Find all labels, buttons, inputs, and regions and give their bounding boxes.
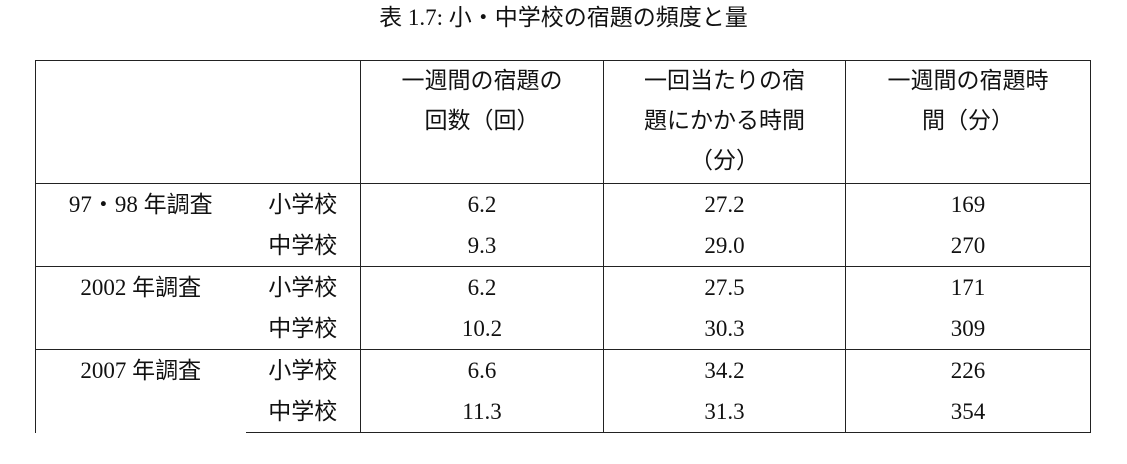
column-header: 一週間の宿題時間（分）	[845, 60, 1091, 184]
value-cell: 354	[845, 391, 1091, 433]
homework-table: 一週間の宿題の回数（回） 一回当たりの宿題にかかる時間（分） 一週間の宿題時間（分）…	[35, 60, 1091, 433]
value-cell: 10.2	[360, 308, 604, 350]
survey-label: 2002 年調査	[35, 266, 246, 350]
column-header: 一回当たりの宿題にかかる時間（分）	[603, 60, 846, 184]
table-caption: 表 1.7: 小・中学校の宿題の頻度と量	[379, 5, 748, 30]
value-cell: 309	[845, 308, 1091, 350]
value-cell: 171	[845, 266, 1091, 308]
header-row: 一週間の宿題の回数（回） 一回当たりの宿題にかかる時間（分） 一週間の宿題時間（分）	[35, 60, 1091, 184]
value-cell: 27.5	[603, 266, 846, 308]
data-row: 中学校 11.3 31.3 354	[36, 391, 1091, 433]
data-row: 2002 年調査 小学校 6.2 27.5 171	[35, 266, 1091, 350]
data-row: 2007 年調査 小学校 6.6 34.2 226	[35, 349, 1091, 433]
school-label: 小学校	[245, 183, 361, 225]
school-label: 小学校	[245, 266, 361, 308]
header-blank	[35, 60, 361, 184]
value-cell: 6.2	[360, 183, 604, 225]
value-cell: 226	[845, 349, 1091, 391]
school-label: 小学校	[245, 349, 361, 391]
value-cell: 29.0	[603, 225, 846, 267]
value-cell: 270	[845, 225, 1091, 267]
school-label: 中学校	[245, 308, 361, 350]
school-label: 中学校	[245, 225, 361, 267]
value-cell: 169	[845, 183, 1091, 225]
column-header: 一週間の宿題の回数（回）	[360, 60, 604, 184]
data-row: 中学校 9.3 29.0 270	[36, 225, 1091, 267]
survey-label: 2007 年調査	[35, 349, 246, 433]
value-cell: 9.3	[360, 225, 604, 267]
value-cell: 34.2	[603, 349, 846, 391]
table-body: 97・98 年調査 小学校 6.2 27.2 169 中学校 9.3 29.0 270 2002 …	[35, 183, 1091, 433]
value-cell: 6.6	[360, 349, 604, 391]
data-row: 97・98 年調査 小学校 6.2 27.2 169	[35, 183, 1091, 267]
value-cell: 30.3	[603, 308, 846, 350]
value-cell: 11.3	[360, 391, 604, 433]
value-cell: 31.3	[603, 391, 846, 433]
survey-label: 97・98 年調査	[35, 183, 246, 267]
value-cell: 27.2	[603, 183, 846, 225]
value-cell: 6.2	[360, 266, 604, 308]
school-label: 中学校	[245, 391, 361, 433]
data-row: 中学校 10.2 30.3 309	[36, 308, 1091, 350]
